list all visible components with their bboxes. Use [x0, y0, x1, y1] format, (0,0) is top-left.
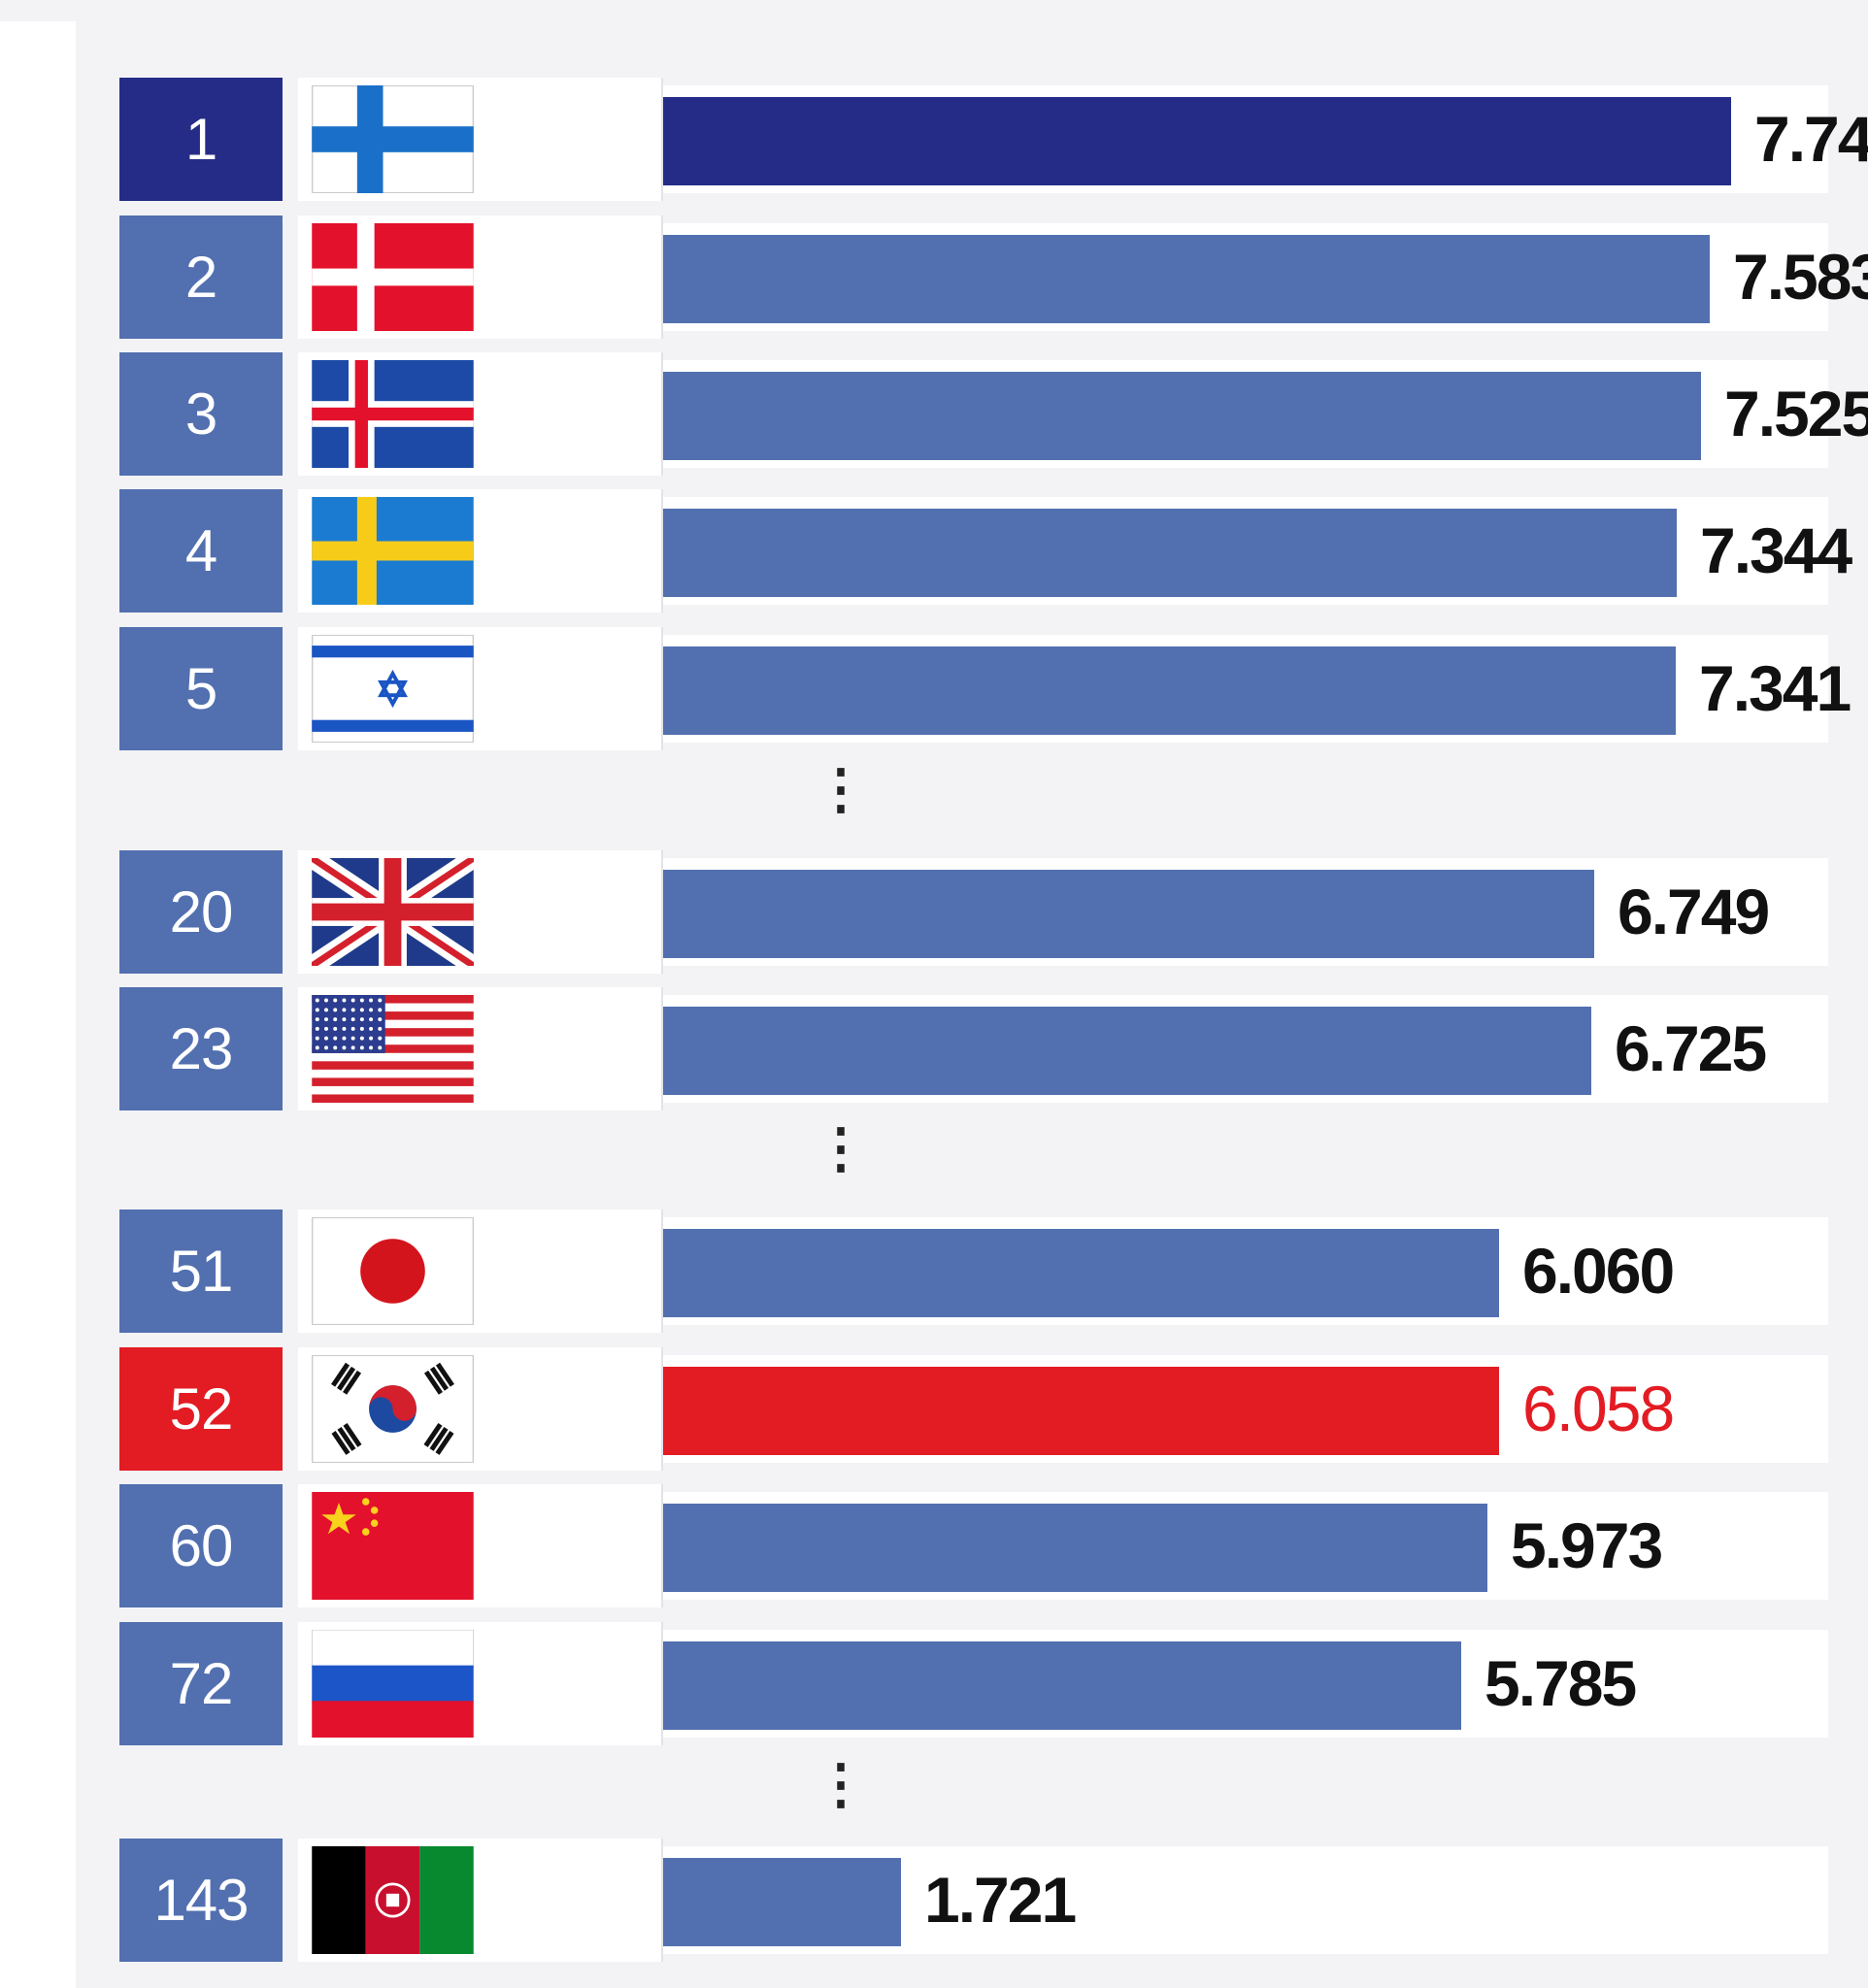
rank-label: 2 — [119, 215, 283, 339]
chart-row: 3 7.525 — [119, 352, 1868, 476]
row-gap — [283, 1209, 298, 1333]
rank-label: 3 — [119, 352, 283, 476]
denmark-flag — [312, 223, 474, 331]
score-bar — [663, 1504, 1487, 1592]
score-value-label: 5.785 — [1484, 1647, 1637, 1719]
row-gap — [283, 78, 298, 201]
bar-cell: 7.344 — [663, 497, 1852, 605]
japan-flag — [311, 1215, 475, 1327]
sweden-flag — [312, 497, 474, 605]
score-bar — [663, 509, 1677, 597]
bar-cell: 7.741 — [663, 85, 1868, 193]
rank-label: 5 — [119, 627, 283, 750]
score-value-label: 6.058 — [1522, 1373, 1675, 1444]
rank-label: 52 — [119, 1347, 283, 1471]
score-value-label: 7.525 — [1724, 378, 1868, 449]
bar-cell: 6.060 — [663, 1217, 1828, 1325]
rank-label: 20 — [119, 850, 283, 974]
bar-cell: 5.785 — [663, 1630, 1828, 1738]
score-value-label: 1.721 — [924, 1864, 1077, 1936]
row-gap — [283, 850, 298, 974]
bar-cell: 6.749 — [663, 858, 1828, 966]
ellipsis-separator: ⋮ — [814, 1753, 868, 1814]
russia-flag — [311, 1629, 475, 1738]
chart-row: 4 7.344 — [119, 489, 1852, 613]
row-gap — [283, 987, 298, 1110]
chart-row: 2 7.583 — [119, 215, 1868, 339]
usa-flag — [312, 995, 474, 1103]
chart-row: 60 5.973 — [119, 1484, 1828, 1607]
score-bar — [663, 235, 1710, 323]
rank-label: 1 — [119, 78, 283, 201]
score-value-label: 6.749 — [1618, 876, 1770, 947]
chart-row: 1 7.741 — [119, 78, 1868, 201]
score-bar — [663, 1858, 901, 1946]
rank-label: 72 — [119, 1622, 283, 1745]
score-bar — [663, 97, 1731, 185]
score-bar — [663, 1229, 1499, 1317]
china-flag — [312, 1492, 474, 1600]
chart-row: 51 6.060 — [119, 1209, 1828, 1333]
afghanistan-flag — [312, 1846, 474, 1954]
row-gap — [283, 1347, 298, 1471]
iceland-flag — [312, 360, 474, 468]
chart-row: 5 7.341 — [119, 627, 1851, 750]
chart-row: 72 5.785 — [119, 1622, 1828, 1745]
bar-cell: 7.583 — [663, 223, 1868, 331]
israel-flag — [311, 633, 475, 745]
rank-label: 60 — [119, 1484, 283, 1607]
chart-row: 52 6.058 — [119, 1347, 1828, 1471]
score-bar — [663, 646, 1676, 735]
score-value-label: 7.341 — [1699, 652, 1851, 724]
bar-cell: 5.973 — [663, 1492, 1828, 1600]
bar-cell: 7.341 — [663, 635, 1851, 743]
chart-row: 23 6.725 — [119, 987, 1828, 1110]
score-bar — [663, 1367, 1499, 1455]
row-gap — [283, 1839, 298, 1962]
finland-flag — [311, 83, 475, 195]
chart-row: 143 1.721 — [119, 1839, 1828, 1962]
rank-label: 4 — [119, 489, 283, 613]
score-value-label: 7.583 — [1733, 241, 1868, 313]
uk-flag — [306, 849, 480, 975]
bar-cell: 7.525 — [663, 360, 1868, 468]
rank-label: 51 — [119, 1209, 283, 1333]
left-margin — [0, 21, 76, 1988]
score-bar — [663, 870, 1594, 958]
ellipsis-separator: ⋮ — [814, 1117, 868, 1178]
chart-row: 20 6.749 — [119, 849, 1828, 975]
bar-cell: 1.721 — [663, 1846, 1828, 1954]
bar-cell: 6.058 — [663, 1355, 1828, 1463]
row-gap — [283, 1622, 298, 1745]
score-value-label: 5.973 — [1511, 1509, 1663, 1581]
south-korea-flag — [311, 1353, 475, 1465]
row-gap — [283, 627, 298, 750]
row-gap — [283, 352, 298, 476]
rank-label: 143 — [119, 1839, 283, 1962]
score-value-label: 7.344 — [1700, 514, 1852, 586]
bar-cell: 6.725 — [663, 995, 1828, 1103]
row-gap — [283, 489, 298, 613]
score-bar — [663, 1641, 1461, 1730]
row-gap — [283, 1484, 298, 1607]
score-bar — [663, 372, 1701, 460]
score-value-label: 6.060 — [1522, 1235, 1675, 1307]
score-bar — [663, 1007, 1591, 1095]
score-value-label: 7.741 — [1754, 103, 1868, 175]
ellipsis-separator: ⋮ — [814, 758, 868, 819]
rank-label: 23 — [119, 987, 283, 1110]
row-gap — [283, 215, 298, 339]
score-value-label: 6.725 — [1615, 1012, 1767, 1084]
